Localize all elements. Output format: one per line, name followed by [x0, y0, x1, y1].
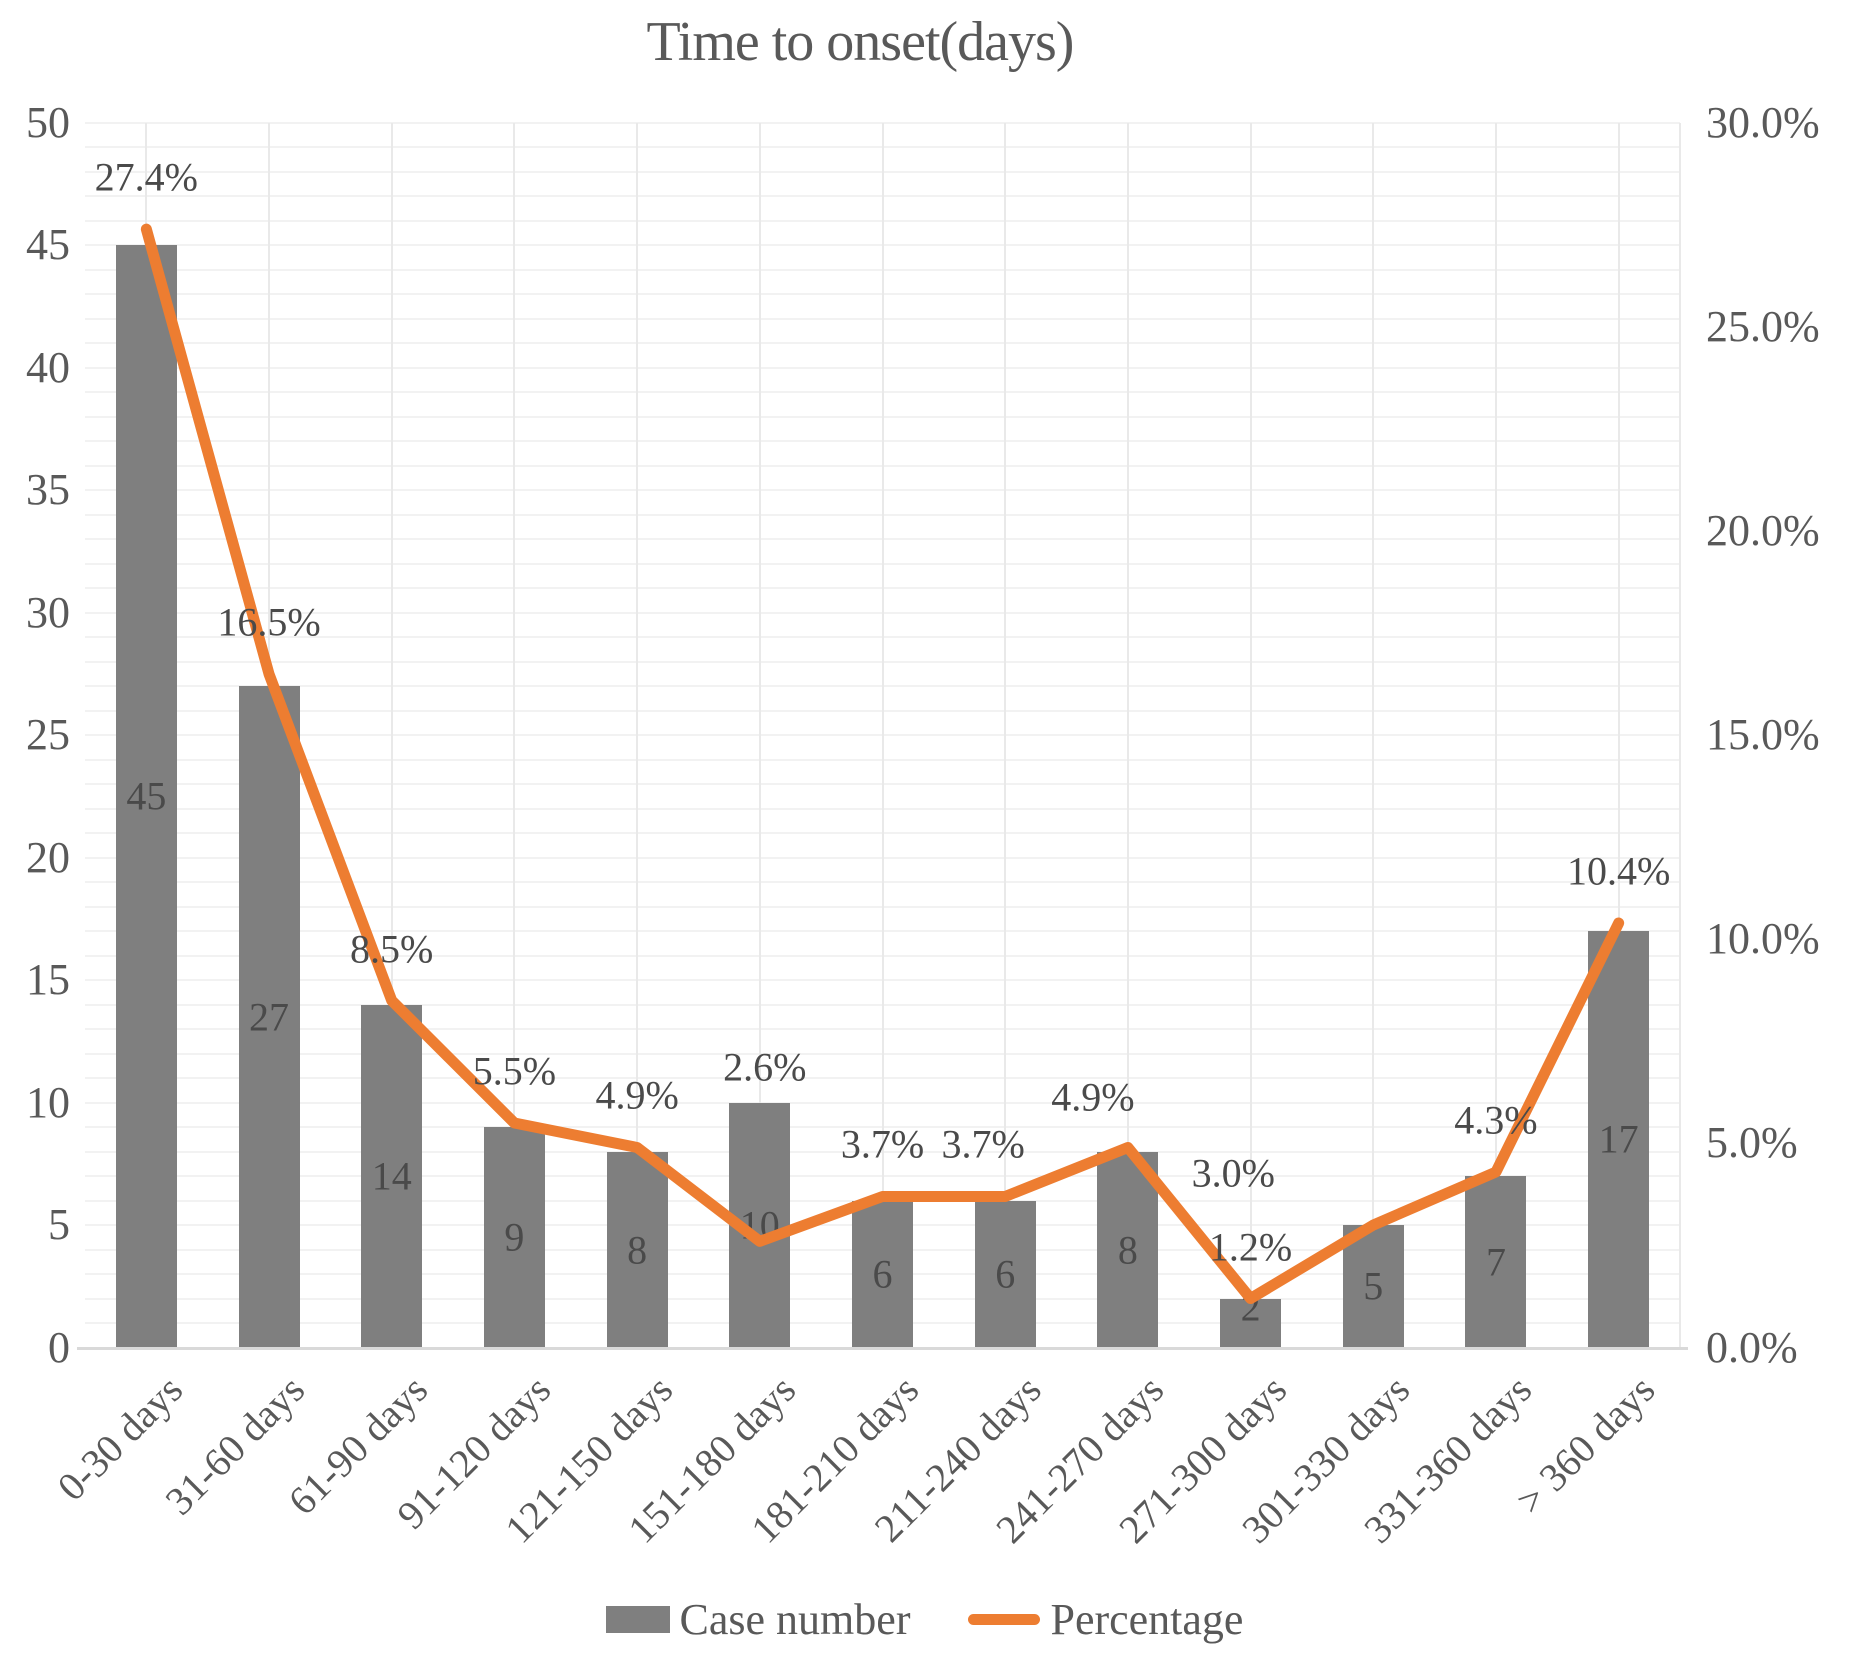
left-axis-tick-label: 30 [26, 587, 70, 637]
bar-value-label: 2 [1240, 1284, 1261, 1330]
legend-item-case-number: Case number [605, 1594, 911, 1645]
left-axis-tick-label: 50 [26, 98, 70, 147]
chart-title: Time to onset(days) [646, 11, 1075, 73]
left-axis-tick-label: 15 [26, 955, 70, 1005]
right-axis-tick-label: 5.0% [1706, 1118, 1798, 1168]
bar-value-label: 5 [1363, 1263, 1384, 1309]
legend-item-percentage: Percentage [968, 1594, 1243, 1645]
legend: Case number Percentage [0, 1594, 1849, 1645]
bar [1220, 1298, 1282, 1348]
left-axis-tick-label: 10 [26, 1077, 70, 1127]
bar-value-label: 7 [1485, 1239, 1506, 1285]
percentage-point-label: 16.5% [217, 599, 321, 645]
bar-value-label: 45 [126, 773, 167, 819]
v-gridline [1372, 123, 1375, 1348]
bar-value-label: 10 [739, 1202, 780, 1248]
legend-label-percentage: Percentage [1050, 1595, 1244, 1644]
right-axis-tick-label: 20.0% [1706, 506, 1820, 556]
percentage-point-label: 5.5% [472, 1048, 557, 1094]
right-axis-tick-label: 10.0% [1706, 914, 1820, 964]
legend-label-case-number: Case number [679, 1595, 911, 1644]
percentage-point-label: 27.4% [94, 154, 199, 200]
percentage-point-label: 10.4% [1566, 848, 1671, 894]
right-axis-tick-label: 15.0% [1706, 710, 1820, 760]
bar-value-label: 6 [995, 1251, 1016, 1297]
percentage-point-label: 3.0% [1191, 1150, 1275, 1196]
right-axis-tick-label: 25.0% [1706, 302, 1820, 352]
bar-swatch-icon [605, 1606, 670, 1633]
left-axis-tick-label: 5 [48, 1200, 70, 1250]
left-axis-tick-label: 0 [48, 1322, 70, 1372]
bar-value-label: 27 [249, 994, 290, 1040]
bar-value-label: 8 [1117, 1227, 1138, 1273]
percentage-point-label: 3.7% [941, 1121, 1025, 1167]
bar-value-label: 9 [504, 1214, 525, 1260]
percentage-point-label: 4.9% [1051, 1074, 1135, 1120]
bar-value-label: 14 [371, 1153, 412, 1199]
percentage-point-label: 8.5% [350, 926, 434, 972]
right-axis-tick-label: 30.0% [1706, 98, 1820, 147]
percentage-point-label: 3.7% [840, 1121, 925, 1167]
bar-value-label: 8 [627, 1227, 648, 1273]
percentage-point-label: 1.2% [1208, 1224, 1293, 1270]
percentage-point-label: 4.3% [1454, 1097, 1538, 1143]
left-axis-tick-label: 45 [26, 220, 70, 270]
bar-value-label: 6 [872, 1251, 893, 1297]
bar-value-label: 17 [1598, 1116, 1639, 1162]
left-axis-tick-label: 20 [26, 832, 70, 882]
v-gridline-right-edge [1679, 123, 1681, 1348]
v-gridline [1494, 123, 1497, 1348]
left-axis-tick-label: 40 [26, 342, 70, 392]
percentage-point-label: 4.9% [595, 1072, 679, 1118]
left-axis-tick-label: 25 [26, 710, 70, 760]
x-axis-line [77, 1346, 1688, 1350]
line-swatch-icon [968, 1614, 1041, 1625]
left-axis-tick-label: 35 [26, 465, 70, 515]
percentage-point-label: 2.6% [723, 1044, 807, 1090]
right-axis-tick-label: 0.0% [1706, 1322, 1798, 1372]
